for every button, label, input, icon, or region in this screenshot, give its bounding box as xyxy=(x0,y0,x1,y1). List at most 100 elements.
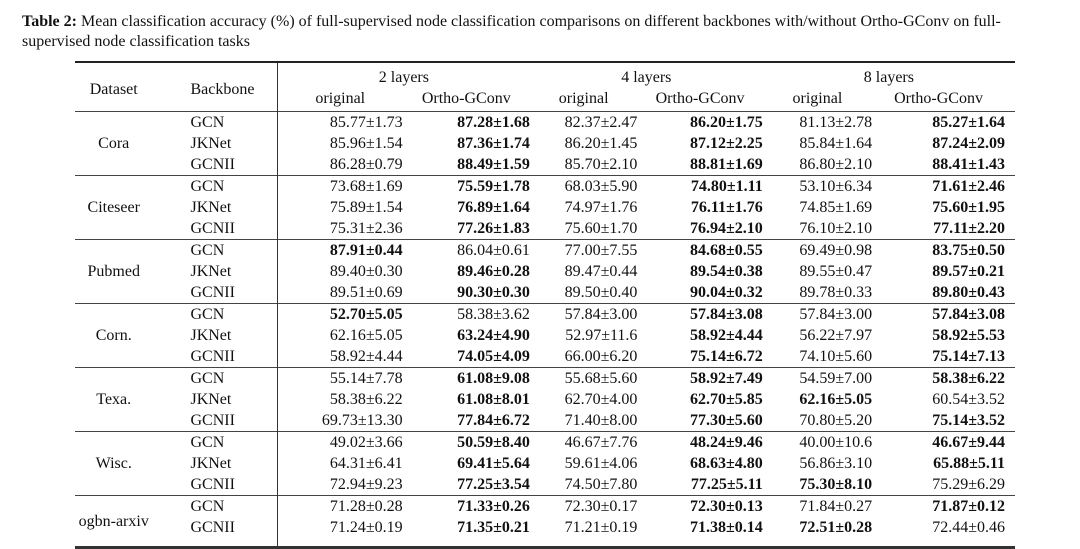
value-cell: 88.49±1.59 xyxy=(403,154,530,176)
table-row: Cora GCN 85.77±1.73 87.28±1.68 82.37±2.47 86.… xyxy=(75,111,1015,176)
best-value: 76.94±2.10 xyxy=(689,220,763,237)
best-value: 86.20±1.75 xyxy=(689,114,763,131)
value: 71.21±0.19 xyxy=(564,519,638,536)
value-cell: 75.59±1.78 xyxy=(402,175,530,197)
value: 74.85±1.69 xyxy=(799,199,873,216)
value-cell: 60.54±3.52 xyxy=(872,389,1015,410)
value-cell: 89.78±0.33 xyxy=(763,282,872,304)
best-value: 61.08±9.08 xyxy=(457,370,530,387)
value: 75.89±1.54 xyxy=(329,199,403,216)
value: 72.30±0.17 xyxy=(564,498,638,515)
best-value: 90.30±0.30 xyxy=(457,284,530,301)
best-value: 71.87±0.12 xyxy=(932,498,1005,515)
value: 58.92±4.44 xyxy=(329,348,403,365)
backbone-cell: GCN xyxy=(152,431,278,453)
value-cell: 58.38±3.62 xyxy=(402,303,530,325)
value-cell: 72.30±0.17 xyxy=(529,495,638,517)
value-cell: 85.84±1.64 xyxy=(763,133,872,154)
value: 59.61±4.06 xyxy=(564,455,638,472)
backbone-cell: GCNII xyxy=(152,346,278,368)
backbone-cell: GCNII xyxy=(152,218,278,240)
value: 57.84±3.00 xyxy=(564,306,638,323)
value-cell: 62.70±4.00 xyxy=(530,389,638,410)
table-row: Pubmed GCN 87.91±0.44 86.04±0.61 77.00±7.55 8… xyxy=(75,239,1015,304)
dataset-cell: Pubmed xyxy=(75,239,153,304)
value-cell: 77.00±7.55 xyxy=(529,239,638,261)
value: 69.73±13.30 xyxy=(321,412,403,429)
best-value: 77.30±5.60 xyxy=(689,412,763,429)
value-cell: 68.63±4.80 xyxy=(637,453,763,474)
value-cell: 77.25±5.11 xyxy=(637,474,763,496)
value: 86.28±0.79 xyxy=(329,156,403,173)
best-value: 76.89±1.64 xyxy=(457,199,530,216)
value: 71.28±0.28 xyxy=(329,498,403,515)
value: 40.00±10.6 xyxy=(799,434,873,451)
dataset-cell: Cora xyxy=(75,111,153,176)
table-row: JKNet 89.40±0.30 89.46±0.28 89.47±0.44 89.54… xyxy=(75,261,1015,282)
header-2-layers: 2 layers xyxy=(378,69,429,86)
value-cell: 71.35±0.21 xyxy=(403,517,530,548)
best-value: 74.80±1.11 xyxy=(690,178,763,195)
value-cell: 65.88±5.11 xyxy=(872,453,1015,474)
value: 75.29±6.29 xyxy=(932,476,1005,493)
table-row: GCNII 86.28±0.79 88.49±1.59 85.70±2.10 88.81… xyxy=(75,154,1015,176)
table-row: Corn. GCN 52.70±5.05 58.38±3.62 57.84±3.00 57… xyxy=(75,303,1015,368)
value-cell: 49.02±3.66 xyxy=(277,431,403,453)
value-cell: 71.21±0.19 xyxy=(530,517,638,548)
value-cell: 87.28±1.68 xyxy=(402,111,530,133)
value-cell: 55.14±7.78 xyxy=(277,367,403,389)
table-row: GCNII 75.31±2.36 77.26±1.83 75.60±1.70 76.94… xyxy=(75,218,1015,240)
value-cell: 74.50±7.80 xyxy=(530,474,638,496)
value: 71.84±0.27 xyxy=(799,498,873,515)
value: 58.38±6.22 xyxy=(329,391,403,408)
value-cell: 58.38±6.22 xyxy=(872,367,1015,389)
best-value: 87.28±1.68 xyxy=(457,114,530,131)
value-cell: 77.11±2.20 xyxy=(872,218,1015,240)
best-value: 85.27±1.64 xyxy=(932,114,1005,131)
best-value: 50.59±8.40 xyxy=(457,434,530,451)
best-value: 75.14±3.52 xyxy=(932,412,1005,429)
table-row: JKNet 85.96±1.54 87.36±1.74 86.20±1.45 87.12… xyxy=(75,133,1015,154)
value-cell: 62.16±5.05 xyxy=(277,325,403,346)
value-cell: 71.38±0.14 xyxy=(637,517,763,548)
best-value: 75.59±1.78 xyxy=(457,178,530,195)
value-cell: 89.47±0.44 xyxy=(530,261,638,282)
value: 85.96±1.54 xyxy=(329,135,403,152)
value-cell: 57.84±3.00 xyxy=(529,303,638,325)
value-cell: 89.57±0.21 xyxy=(872,261,1015,282)
value: 86.04±0.61 xyxy=(457,242,530,259)
value-cell: 48.24±9.46 xyxy=(637,431,763,453)
table-row: JKNet 75.89±1.54 76.89±1.64 74.97±1.76 76.11… xyxy=(75,197,1015,218)
value-cell: 75.31±2.36 xyxy=(277,218,403,240)
backbone-cell: GCN xyxy=(152,175,278,197)
value: 56.22±7.97 xyxy=(799,327,873,344)
table-row: JKNet 64.31±6.41 69.41±5.64 59.61±4.06 68.63… xyxy=(75,453,1015,474)
value: 66.00±6.20 xyxy=(564,348,638,365)
subheader-original: original xyxy=(558,90,609,107)
value-cell: 77.84±6.72 xyxy=(403,410,530,432)
value-cell: 66.00±6.20 xyxy=(530,346,638,368)
value-cell: 83.75±0.50 xyxy=(872,239,1015,261)
value-cell: 71.61±2.46 xyxy=(872,175,1015,197)
table-row: GCNII 58.92±4.44 74.05±4.09 66.00±6.20 75.14… xyxy=(75,346,1015,368)
table-caption: Table 2: Mean classification accuracy (%… xyxy=(22,12,1067,52)
value-cell: 87.36±1.74 xyxy=(403,133,530,154)
value: 85.77±1.73 xyxy=(329,114,403,131)
value-cell: 57.84±3.00 xyxy=(762,303,873,325)
value-cell: 59.61±4.06 xyxy=(530,453,638,474)
value-cell: 73.68±1.69 xyxy=(277,175,403,197)
backbone-cell: JKNet xyxy=(152,197,278,218)
best-value: 58.38±6.22 xyxy=(932,370,1005,387)
best-value: 74.05±4.09 xyxy=(457,348,530,365)
value-cell: 55.68±5.60 xyxy=(529,367,638,389)
value-cell: 62.16±5.05 xyxy=(763,389,872,410)
value-cell: 81.13±2.78 xyxy=(762,111,873,133)
backbone-cell: GCN xyxy=(152,239,278,261)
best-value: 76.11±1.76 xyxy=(690,199,763,216)
value: 62.16±5.05 xyxy=(329,327,403,344)
best-value: 77.84±6.72 xyxy=(457,412,530,429)
value-cell: 75.89±1.54 xyxy=(277,197,403,218)
value: 89.40±0.30 xyxy=(329,263,403,280)
value-cell: 71.24±0.19 xyxy=(277,517,403,548)
best-value: 75.14±6.72 xyxy=(689,348,763,365)
